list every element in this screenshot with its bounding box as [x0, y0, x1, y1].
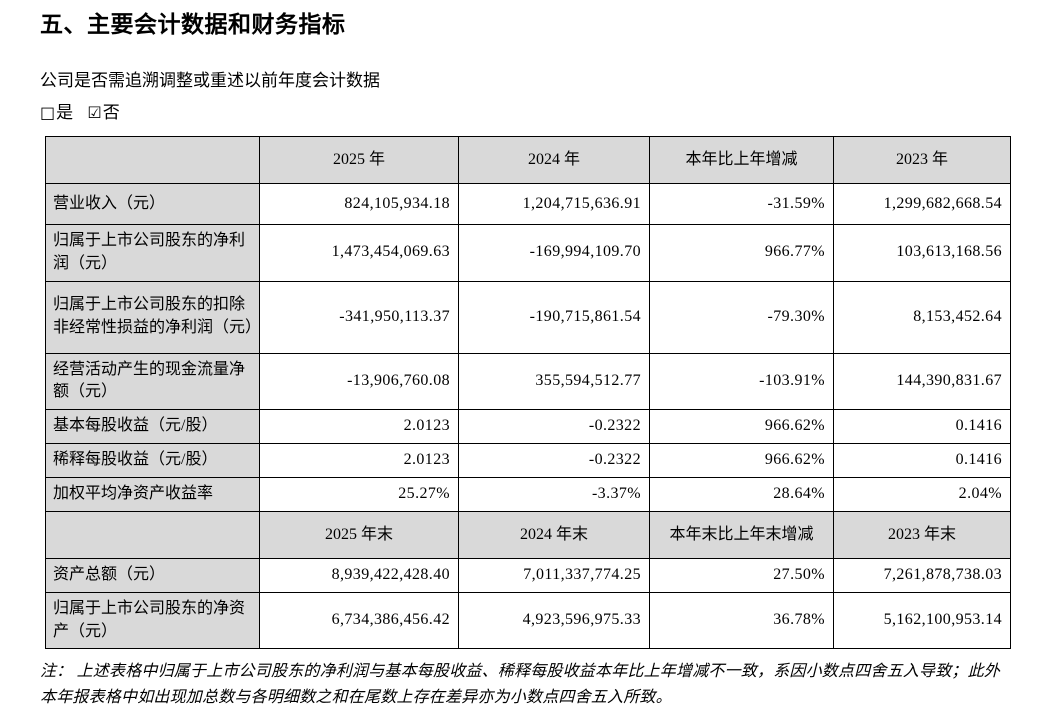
value-cell: 7,011,337,774.25	[458, 557, 650, 593]
value-cell: 7,261,878,738.03	[833, 557, 1011, 593]
option-yes-label: 是	[56, 102, 74, 122]
value-cell: -3.37%	[458, 476, 650, 512]
value-cell: 1,299,682,668.54	[833, 183, 1011, 226]
value-cell: 2.04%	[833, 476, 1011, 512]
value-cell: 1,204,715,636.91	[458, 183, 650, 226]
value-cell: 2.0123	[259, 442, 459, 478]
checkbox-unchecked-icon: □	[40, 102, 56, 122]
row-label-cell: 归属于上市公司股东的净利润（元）	[45, 224, 260, 282]
value-cell: -341,950,113.37	[259, 280, 459, 354]
table-header-row-year-end: 2025 年末 2024 年末 本年末比上年末增减 2023 年末	[45, 510, 1011, 559]
header-2024-year-end: 2024 年末	[458, 510, 650, 559]
option-no-label: 否	[102, 102, 120, 122]
row-label-cell: 归属于上市公司股东的扣除非经常性损益的净利润（元）	[45, 280, 260, 354]
value-cell: 8,939,422,428.40	[259, 557, 459, 593]
table-row-net-profit-excl-nonrecurring: 归属于上市公司股东的扣除非经常性损益的净利润（元） -341,950,113.3…	[45, 280, 1011, 354]
value-cell: -79.30%	[649, 280, 834, 354]
row-label-cell: 营业收入（元）	[45, 183, 260, 226]
page-title: 五、主要会计数据和财务指标	[40, 12, 346, 37]
header-blank-cell	[45, 136, 260, 185]
value-cell: 28.64%	[649, 476, 834, 512]
table-row-net-profit: 归属于上市公司股东的净利润（元） 1,473,454,069.63 -169,9…	[45, 224, 1011, 282]
value-cell: 4,923,596,975.33	[458, 591, 650, 650]
financial-indicators-table: 2025 年 2024 年 本年比上年增减 2023 年 营业收入（元） 824…	[45, 136, 1011, 650]
value-cell: 966.62%	[649, 442, 834, 478]
value-cell: 27.50%	[649, 557, 834, 593]
value-cell: 25.27%	[259, 476, 459, 512]
table-row-diluted-eps: 稀释每股收益（元/股） 2.0123 -0.2322 966.62% 0.141…	[45, 442, 1011, 478]
restatement-options: □是 ☑否	[40, 102, 1010, 124]
row-label-cell: 归属于上市公司股东的净资产（元）	[45, 591, 260, 650]
value-cell: 144,390,831.67	[833, 352, 1011, 410]
row-label-cell: 稀释每股收益（元/股）	[45, 442, 260, 478]
table-row-total-assets: 资产总额（元） 8,939,422,428.40 7,011,337,774.2…	[45, 557, 1011, 593]
row-label-cell: 加权平均净资产收益率	[45, 476, 260, 512]
value-cell: 2.0123	[259, 408, 459, 444]
value-cell: 0.1416	[833, 408, 1011, 444]
header-blank-cell	[45, 510, 260, 559]
checkbox-checked-icon: ☑	[87, 102, 102, 122]
header-year-end-change: 本年末比上年末增减	[649, 510, 834, 559]
option-no: ☑否	[87, 103, 119, 122]
row-label-cell: 经营活动产生的现金流量净额（元）	[45, 352, 260, 410]
value-cell: -169,994,109.70	[458, 224, 650, 282]
value-cell: 6,734,386,456.42	[259, 591, 459, 650]
header-2025: 2025 年	[259, 136, 459, 185]
value-cell: 0.1416	[833, 442, 1011, 478]
value-cell: -103.91%	[649, 352, 834, 410]
header-yoy-change: 本年比上年增减	[649, 136, 834, 185]
value-cell: -0.2322	[458, 408, 650, 444]
header-2024: 2024 年	[458, 136, 650, 185]
value-cell: 355,594,512.77	[458, 352, 650, 410]
value-cell: 966.62%	[649, 408, 834, 444]
value-cell: -31.59%	[649, 183, 834, 226]
row-label-cell: 基本每股收益（元/股）	[45, 408, 260, 444]
table-row-basic-eps: 基本每股收益（元/股） 2.0123 -0.2322 966.62% 0.141…	[45, 408, 1011, 444]
option-yes: □是	[40, 103, 73, 122]
header-2023: 2023 年	[833, 136, 1011, 185]
table-row-net-assets: 归属于上市公司股东的净资产（元） 6,734,386,456.42 4,923,…	[45, 591, 1011, 650]
value-cell: -190,715,861.54	[458, 280, 650, 354]
restatement-question: 公司是否需追溯调整或重述以前年度会计数据	[40, 70, 380, 90]
header-2023-year-end: 2023 年末	[833, 510, 1011, 559]
value-cell: 1,473,454,069.63	[259, 224, 459, 282]
value-cell: -0.2322	[458, 442, 650, 478]
footnote: 注： 上述表格中归属于上市公司股东的净利润与基本每股收益、稀释每股收益本年比上年…	[40, 663, 1001, 706]
value-cell: -13,906,760.08	[259, 352, 459, 410]
header-2025-year-end: 2025 年末	[259, 510, 459, 559]
table-row-operating-cash-flow: 经营活动产生的现金流量净额（元） -13,906,760.08 355,594,…	[45, 352, 1011, 410]
value-cell: 103,613,168.56	[833, 224, 1011, 282]
value-cell: 5,162,100,953.14	[833, 591, 1011, 650]
table-header-row-annual: 2025 年 2024 年 本年比上年增减 2023 年	[45, 136, 1011, 185]
table-row-weighted-avg-roe: 加权平均净资产收益率 25.27% -3.37% 28.64% 2.04%	[45, 476, 1011, 512]
value-cell: 824,105,934.18	[259, 183, 459, 226]
value-cell: 36.78%	[649, 591, 834, 650]
value-cell: 966.77%	[649, 224, 834, 282]
value-cell: 8,153,452.64	[833, 280, 1011, 354]
table-row-revenue: 营业收入（元） 824,105,934.18 1,204,715,636.91 …	[45, 183, 1011, 226]
row-label-cell: 资产总额（元）	[45, 557, 260, 593]
